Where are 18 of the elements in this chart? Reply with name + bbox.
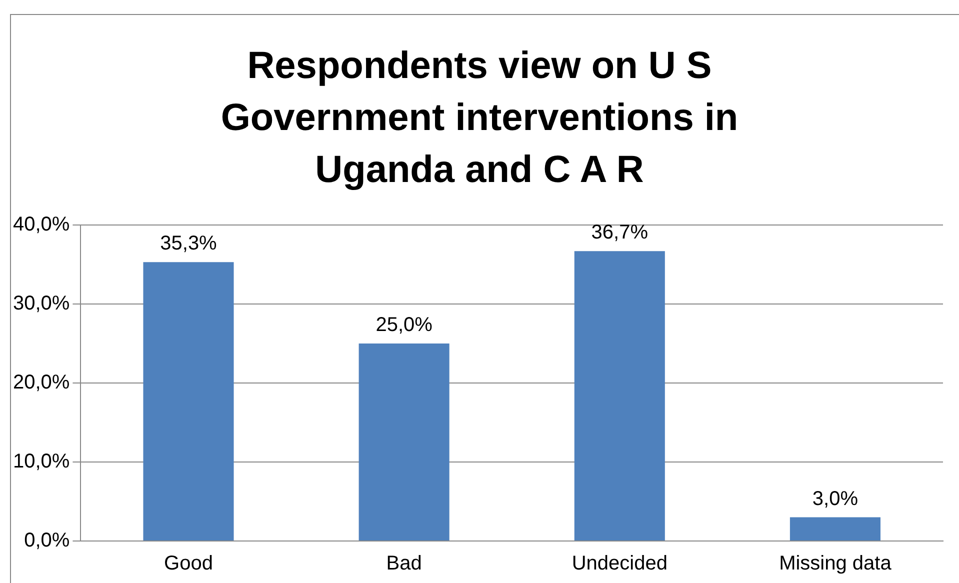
x-tick-label: Undecided [572, 552, 668, 575]
y-tick-label: 40,0% [12, 214, 70, 236]
chart-title: Respondents view on U S Government interventions in Uganda and C A R [220, 44, 740, 193]
y-tick-label: 20,0% [12, 372, 70, 394]
bar [574, 251, 665, 540]
bar [790, 517, 880, 540]
data-label: 36,7% [591, 222, 648, 244]
bar [358, 344, 450, 540]
x-tick-label: Missing data [779, 552, 892, 575]
y-tick-label: 10,0% [12, 450, 70, 473]
data-label: 25,0% [376, 314, 433, 336]
x-tick-label: Bad [386, 552, 422, 575]
y-tick-label: 0,0% [24, 530, 70, 552]
bar [143, 262, 234, 540]
data-label: 3,0% [812, 488, 858, 510]
x-tick-label: Good [164, 552, 213, 575]
y-tick-label: 30,0% [12, 292, 70, 315]
data-label: 35,3% [160, 232, 218, 255]
